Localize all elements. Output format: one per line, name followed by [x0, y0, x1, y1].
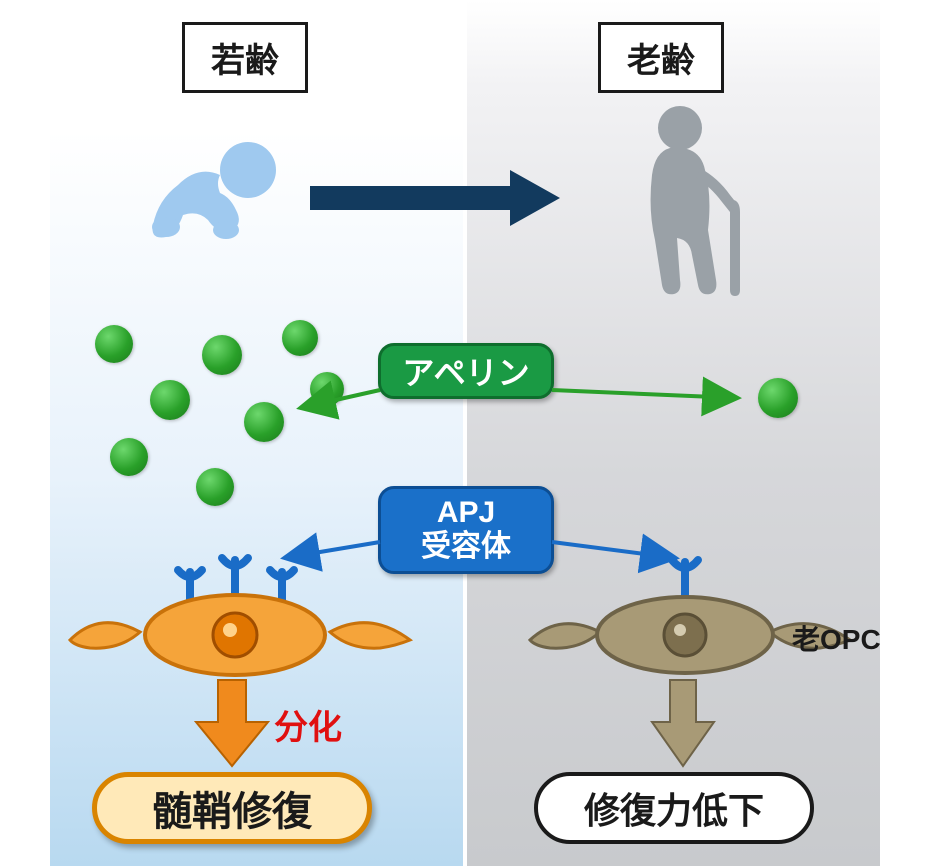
decline-pill: 修復力低下	[534, 772, 814, 844]
decline-text: 修復力低下	[584, 782, 764, 834]
repair-text: 髄鞘修復	[152, 779, 312, 837]
diff-label: 分化	[274, 700, 342, 749]
apj-arrows	[0, 0, 930, 866]
diff-arrow-icon	[196, 680, 268, 766]
old-opc-cell	[510, 540, 870, 690]
young-opc-cell	[60, 540, 420, 690]
old-opc-label: 老OPC	[792, 618, 881, 658]
decline-arrow-icon	[652, 680, 714, 766]
repair-pill: 髄鞘修復	[92, 772, 372, 844]
